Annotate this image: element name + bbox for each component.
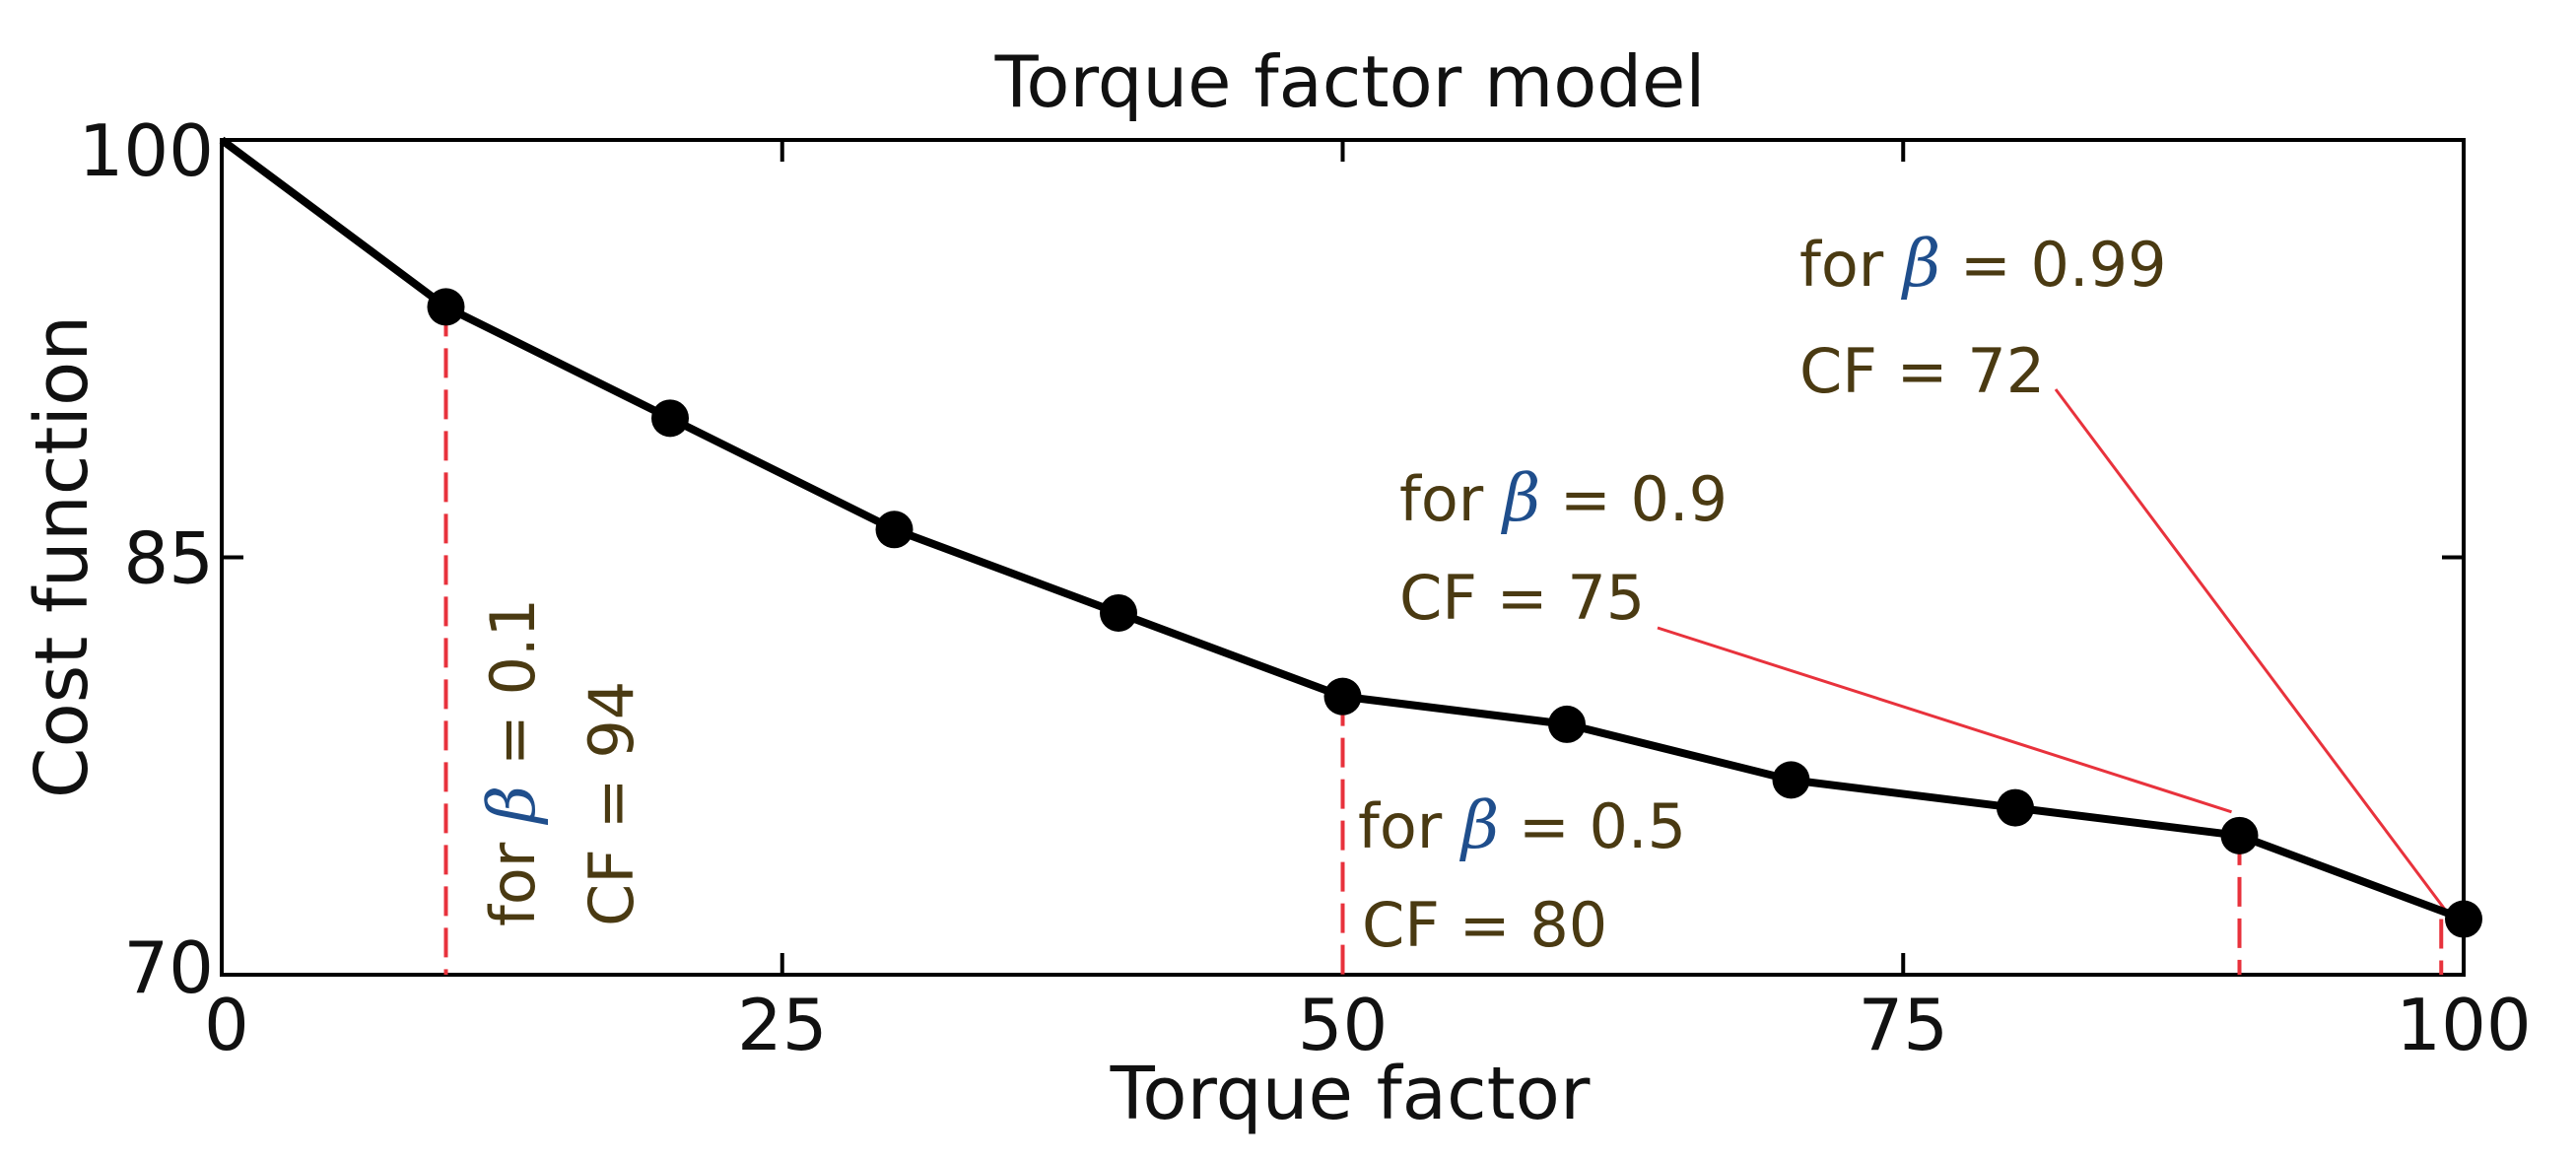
annotation-beta-text: for β = 0.1 [474,598,550,926]
data-point [1100,593,1137,632]
data-point [875,511,914,549]
annotation-beta-text: for β = 0.5 [1358,787,1686,863]
y-tick-label: 70 [123,926,214,1009]
x-tick-label: 75 [1858,984,1948,1066]
x-tick-label: 50 [1298,984,1389,1066]
data-point [1548,705,1586,743]
annotation-texts: for β = 0.1 CF = 94 for β = 0.5CF = 80for … [474,226,2167,961]
data-point [2220,816,2259,854]
annotation-cf-text: CF = 75 [1399,562,1645,634]
x-tick-label: 100 [2396,984,2531,1066]
data-point [427,288,465,326]
chart-title: Torque factor model [994,40,1706,123]
annotation-cf-text: CF = 72 [1799,335,2045,407]
annotation-lines [443,307,2448,975]
annotation-beta-text: for β = 0.99 [1799,226,2167,302]
data-point [2445,900,2482,938]
annotation-label: for β = 0.1 CF = 94 [474,598,647,926]
x-tick-label: 0 [204,984,249,1066]
y-tick-label: 100 [79,109,214,192]
data-point [1997,788,2034,827]
series-group [219,136,2482,938]
y-axis-label: Cost function [20,315,104,798]
annotation-label: for β = 0.5 CF = 80 [1358,787,1686,961]
x-tick-label: 25 [737,984,828,1066]
annotation-beta-text: for β = 0.9 [1399,460,1728,536]
tick-labels: 0 25 50 75 100 70 85 100 [79,109,2532,1066]
annotation-label: for β = 0.99 CF = 72 [1799,226,2167,407]
annotation-cf-text: CF = 94 [576,681,647,926]
data-point [1772,761,1810,799]
annotation-label: for β = 0.9 CF = 75 [1399,460,1728,634]
data-point [1323,677,1362,716]
y-tick-label: 85 [123,517,214,600]
annotation-cf-text: CF = 80 [1362,889,1607,961]
annotation-leader-line [2054,388,2448,913]
data-point [651,399,689,438]
x-axis-label: Torque factor [1110,1052,1591,1136]
annotation-leader-line [1657,626,2232,814]
